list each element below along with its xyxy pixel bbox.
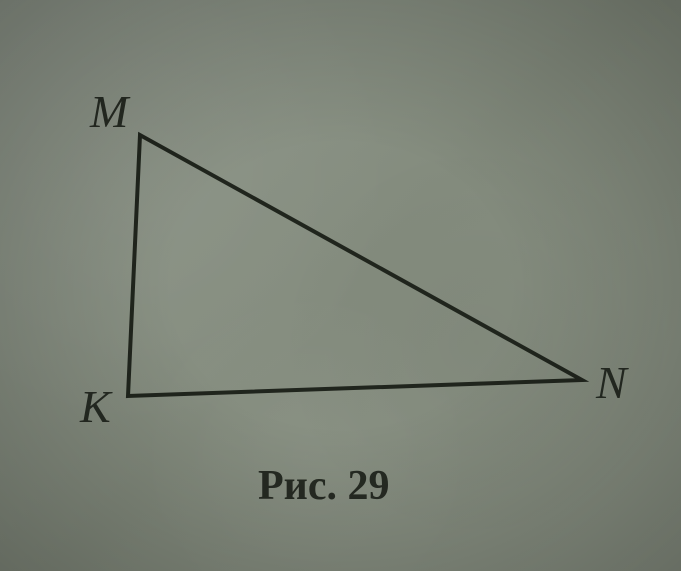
triangle-shape [128,135,582,396]
triangle-diagram [0,0,681,571]
